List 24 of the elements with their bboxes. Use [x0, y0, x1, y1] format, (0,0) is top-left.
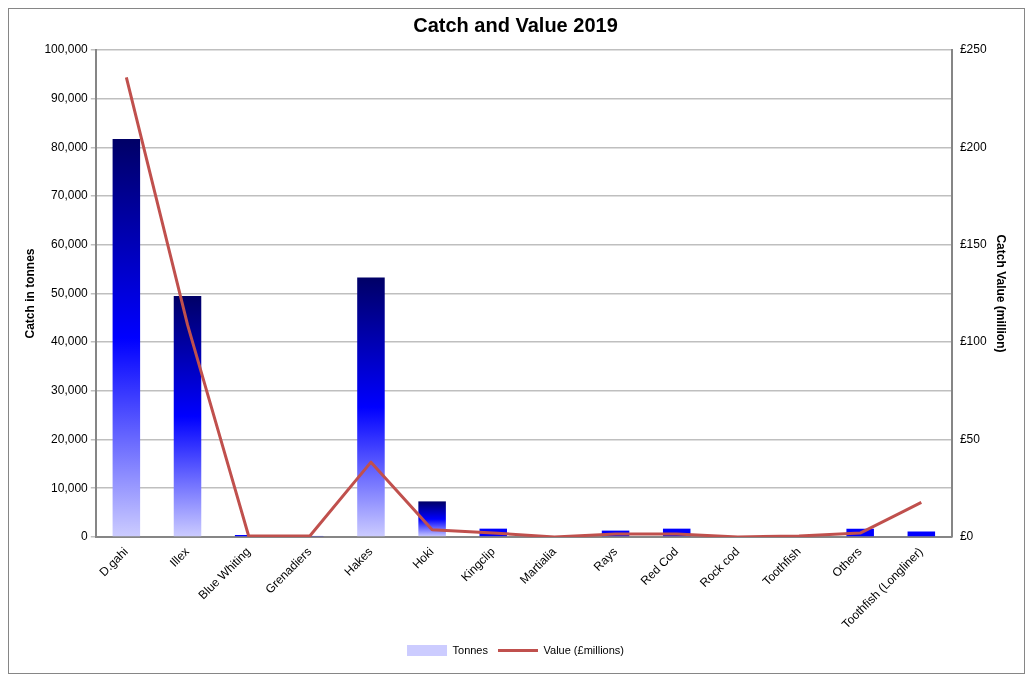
y2-tick-label: £200 [959, 139, 987, 154]
chart-title: Catch and Value 2019 [413, 13, 618, 36]
y2-tick-label: £250 [959, 42, 987, 57]
y-tick-label: 60,000 [51, 237, 89, 252]
y-tick-label: 20,000 [51, 431, 89, 446]
y-tick-label: 10,000 [51, 480, 89, 495]
y-tick-label: 70,000 [51, 188, 89, 203]
legend-label: Tonnes [452, 643, 489, 656]
y-tick-label: 40,000 [51, 334, 89, 349]
x-tick-label: Red Cod [637, 544, 682, 588]
y-tick-label: 30,000 [51, 383, 89, 398]
y-tick-label: 50,000 [51, 285, 89, 300]
legend-label: Value (£millions) [543, 643, 624, 656]
y-tick-label: 0 [81, 529, 89, 544]
x-tick-label: Illex [166, 544, 192, 570]
y2-axis-title: Catch Value (million) [994, 234, 1009, 353]
y-tick-label: 100,000 [44, 42, 89, 57]
y2-tick-label: £150 [959, 237, 987, 252]
y2-tick-label: £0 [959, 529, 974, 544]
y-tick-label: 90,000 [51, 91, 89, 106]
y2-tick-label: £100 [959, 334, 987, 349]
y-axis-title: Catch in tonnes [22, 248, 37, 339]
y-tick-label: 80,000 [51, 139, 89, 154]
y2-tick-label: £50 [959, 431, 981, 446]
